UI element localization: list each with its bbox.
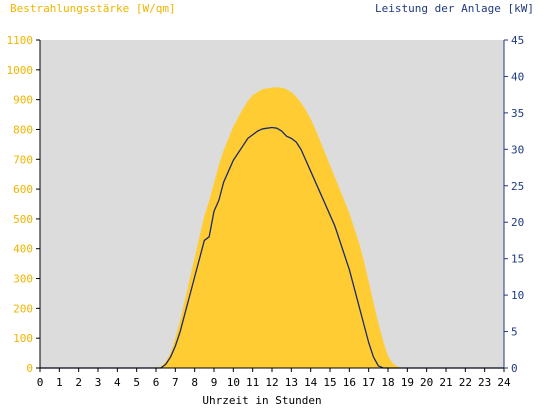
x-tick-label: 13 [285,376,298,389]
y-left-tick-label: 500 [13,213,33,226]
y-right-tick-label: 40 [511,70,524,83]
y-right-tick-label: 45 [511,34,524,47]
y-left-tick-label: 400 [13,243,33,256]
y-right-tick-label: 15 [511,253,524,266]
x-tick-label: 5 [133,376,140,389]
y-right-tick-label: 10 [511,289,524,302]
x-tick-label: 24 [497,376,511,389]
x-tick-label: 20 [420,376,433,389]
x-tick-label: 9 [211,376,218,389]
y-right-tick-label: 0 [511,362,518,375]
x-tick-label: 17 [362,376,375,389]
y-right-tick-label: 5 [511,326,518,339]
right-axis-title: Leistung der Anlage [kW] [375,2,534,15]
x-tick-label: 6 [153,376,160,389]
x-tick-label: 12 [265,376,278,389]
y-left-tick-label: 100 [13,332,33,345]
irradiance-series [40,87,504,369]
irradiance-area [40,87,504,369]
x-tick-label: 10 [227,376,240,389]
x-tick-label: 23 [478,376,491,389]
x-axis-title: Uhrzeit in Stunden [202,394,321,407]
y-left-tick-label: 1000 [7,64,34,77]
y-right-tick-label: 35 [511,107,524,120]
y-left-tick-label: 700 [13,153,33,166]
axes: 0 1 2 3 4 5 6 7 8 9 10 11 12 13 14 15 16 17 18 19 20 21 22 23 24… [7,34,525,389]
y-left-tick-label: 0 [26,362,33,375]
x-tick-label: 11 [246,376,259,389]
x-tick-label: 15 [323,376,336,389]
x-tick-label: 16 [343,376,356,389]
y-left-tick-label: 600 [13,183,33,196]
x-tick-label: 21 [439,376,452,389]
x-tick-label: 19 [401,376,414,389]
y-right-tick-label: 25 [511,180,524,193]
x-tick-label: 14 [304,376,318,389]
x-tick-label: 7 [172,376,179,389]
power-line [40,126,504,369]
y-right-tick-label: 20 [511,216,524,229]
y-left-tick-label: 1100 [7,34,34,47]
x-tick-label: 3 [95,376,102,389]
x-tick-label: 1 [56,376,63,389]
x-tick-label: 8 [191,376,198,389]
y-left-tick-label: 900 [13,94,33,107]
x-tick-label: 22 [459,376,472,389]
x-tick-label: 2 [75,376,82,389]
y-left-tick-label: 300 [13,273,33,286]
y-left-tick-label: 800 [13,123,33,136]
x-tick-label: 4 [114,376,121,389]
x-tick-label: 18 [381,376,394,389]
y-left-tick-label: 200 [13,302,33,315]
power-series [40,126,504,369]
x-tick-label: 0 [37,376,44,389]
left-axis-title: Bestrahlungsstärke [W/qm] [10,2,176,15]
y-right-tick-label: 30 [511,143,524,156]
